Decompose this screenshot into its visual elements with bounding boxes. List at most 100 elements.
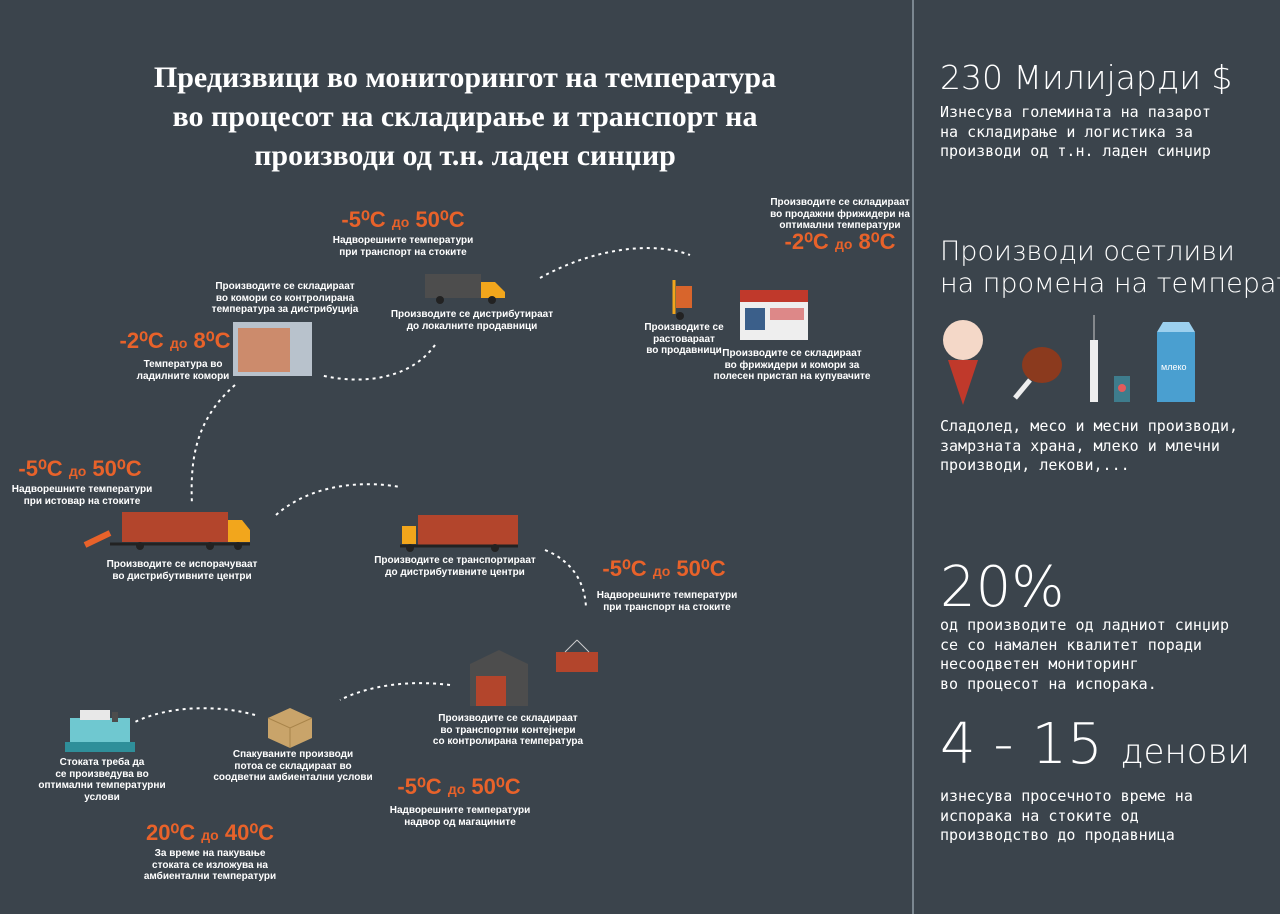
caption-line: Надворешните температури — [332, 235, 474, 246]
title: Предизвици во мониторингот на температур… — [153, 61, 777, 172]
caption-line: Производите се складираат — [438, 713, 578, 724]
temp-sep: до — [834, 236, 853, 252]
caption-line: потоа се складираат во — [234, 760, 352, 772]
caption-line: при транспорт на стоките — [339, 246, 467, 258]
caption-line: соодветни амбиентални услови — [213, 772, 373, 783]
caption-line: во продавници — [646, 345, 722, 356]
caption-line: Спакуваните производи — [232, 749, 354, 760]
caption-line: ладилните комори — [136, 370, 230, 382]
market-text: Изнесува големината на пазарот на складир… — [940, 103, 1211, 160]
temperature-range: -5⁰C до 50⁰C — [18, 456, 141, 482]
caption-line: во продажни фрижидери на — [770, 208, 910, 220]
caption: Стоката треба да се произведува во оптимал… — [38, 757, 165, 803]
truck-2 — [400, 515, 518, 552]
caption-line: надвор од магацините — [404, 816, 516, 828]
temp-high: 50⁰C — [676, 556, 726, 581]
caption-line: оптимални температури — [779, 220, 901, 231]
caption-line: Производите се испорачуваат — [106, 559, 258, 570]
temp-high: 8⁰C — [193, 328, 231, 353]
temp-high: 8⁰C — [858, 229, 896, 254]
caption: Надворешните температури при транспорт на… — [333, 235, 474, 258]
temp-high: 50⁰C — [92, 456, 142, 481]
factory — [65, 710, 135, 752]
caption: Производите се складираат во комори со ко… — [212, 281, 359, 316]
caption-line: Производите се транспортираат — [374, 555, 536, 566]
caption: Производите се дистрибутираат до локалнит… — [391, 309, 553, 332]
market-value: 230 Милијарди $ — [940, 58, 1233, 97]
caption-line: при истовар на стоките — [23, 495, 141, 507]
caption-line: За време на пакување — [154, 848, 266, 859]
temp-sep: до — [391, 214, 410, 230]
temperature-range: -5⁰C до 50⁰C — [397, 774, 520, 800]
temperature-range: 20⁰C до 40⁰C — [146, 820, 274, 846]
caption: Производите се складираат во фрижидери и … — [714, 348, 871, 383]
caption-line: растовараат — [653, 333, 715, 345]
caption: Температура во ладилните комори — [137, 359, 230, 382]
caption-line: до локалните продавници — [406, 320, 538, 332]
time-value: 4 - 15 денови — [940, 712, 1250, 777]
temp-low: -5⁰C — [602, 556, 647, 581]
sensitive-text: Сладолед, месо и месни производи, замрзна… — [940, 417, 1239, 474]
temp-sep: до — [652, 563, 671, 579]
caption-line: Надворешните температури — [596, 590, 738, 601]
product-icons — [943, 315, 1195, 405]
caption: Производите се растовараат во продавници — [644, 322, 723, 357]
temp-low: -2⁰C — [784, 229, 829, 254]
temp-sep: до — [201, 827, 219, 843]
quality-value: 20% — [940, 555, 1065, 620]
warehouse — [470, 639, 598, 706]
temp-high: 50⁰C — [471, 774, 521, 799]
temperature-range: -5⁰C до 50⁰C — [341, 207, 464, 233]
temp-low: -2⁰C — [119, 328, 164, 353]
temp-sep: до — [447, 781, 466, 797]
caption: Производите се складираат во транспортни … — [433, 713, 583, 748]
caption-line: при транспорт на стоките — [603, 601, 731, 613]
truck-1 — [83, 512, 250, 550]
temp-sep: до — [68, 463, 87, 479]
truck-small — [425, 274, 505, 304]
caption-line: во комори со контролирана — [215, 292, 355, 304]
caption-line: Надворешните температури — [11, 484, 153, 495]
caption-line: Производите се — [644, 322, 724, 333]
caption-line: Стоката треба да — [59, 757, 145, 768]
caption: Производите се транспортираат до дистрибу… — [374, 555, 536, 578]
time-text: изнесува просечното време на испорака на … — [940, 787, 1193, 844]
box — [267, 708, 313, 748]
caption-line: Производите се складираат — [770, 197, 910, 208]
temp-low: -5⁰C — [397, 774, 442, 799]
caption: Надворешните температури при истовар на с… — [12, 484, 153, 507]
caption: Надворешните температури надвор од магаци… — [390, 805, 531, 828]
temperature-range: -2⁰C до 8⁰C — [120, 328, 231, 354]
caption-line: Производите се складираат — [722, 348, 862, 359]
caption-line: со контролирана температура — [432, 736, 584, 747]
temp-high: 40⁰C — [224, 820, 275, 845]
caption-line: температура за дистрибуција — [211, 304, 359, 315]
caption-line: во транспортни контејнери — [440, 724, 576, 736]
cold-room — [233, 322, 312, 376]
trolley — [672, 280, 692, 320]
caption-line: Производите се складираат — [215, 281, 355, 292]
caption-line: стоката се изложува на — [152, 859, 268, 871]
caption: Производите се складираат во продажни фри… — [770, 197, 910, 232]
caption-line: во дистрибутивните центри — [112, 570, 252, 582]
temperature-range: -2⁰C до 8⁰C — [785, 229, 896, 255]
caption-line: Производите се дистрибутираат — [390, 309, 554, 320]
caption-line: во фрижидери и комори за — [724, 359, 860, 371]
caption-line: полесен пристап на купувачите — [713, 371, 871, 382]
caption-line: Надворешните температури — [389, 805, 531, 816]
caption: За време на пакување стоката се изложува … — [144, 848, 276, 883]
temp-low: -5⁰C — [341, 207, 386, 232]
caption-line: оптимални температурни — [38, 780, 166, 791]
caption: Производите се испорачуваат во дистрибути… — [107, 559, 258, 582]
temp-low: -5⁰C — [18, 456, 63, 481]
temp-high: 50⁰C — [415, 207, 465, 232]
milk-label: млеко — [1161, 362, 1187, 372]
route — [134, 247, 691, 723]
temp-sep: до — [169, 335, 188, 351]
quality-text: од производите од ладниот синџир се со на… — [940, 616, 1229, 693]
caption-line: Температура во — [143, 359, 223, 370]
temp-low: 20⁰C — [145, 820, 196, 845]
